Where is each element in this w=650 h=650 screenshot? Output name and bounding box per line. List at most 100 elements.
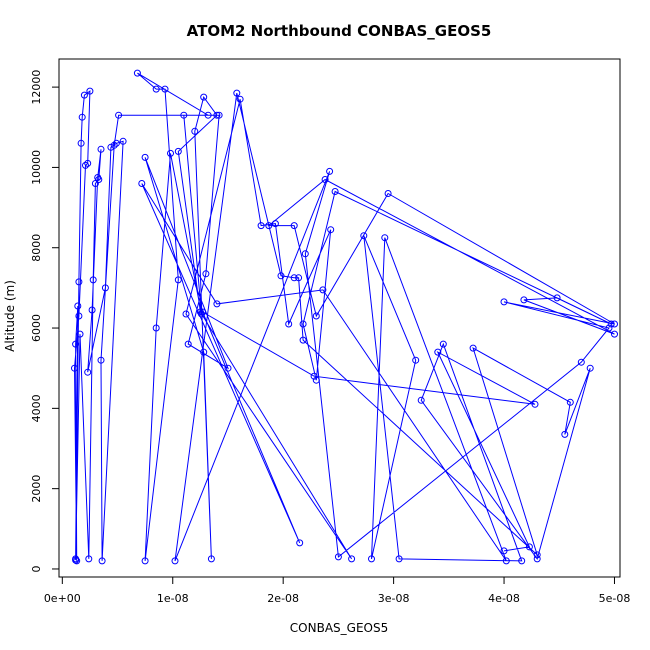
data-point: [141, 153, 149, 161]
data-point: [73, 557, 81, 565]
data-point: [520, 296, 528, 304]
data-point: [533, 555, 541, 563]
data-point: [191, 127, 199, 135]
data-point: [161, 85, 169, 93]
data-point: [199, 308, 207, 316]
data-point: [224, 364, 232, 372]
data-point: [97, 145, 105, 153]
data-point: [295, 274, 303, 282]
x-tick-label: 1e-08: [157, 592, 189, 605]
data-point: [586, 364, 594, 372]
data-point: [327, 226, 335, 234]
series-layer: [71, 69, 618, 565]
data-point: [285, 320, 293, 328]
chart-title: ATOM2 Northbound CONBAS_GEOS5: [187, 22, 492, 40]
data-point: [265, 222, 273, 230]
data-point: [301, 250, 309, 258]
data-point: [290, 274, 298, 282]
data-point: [611, 330, 618, 338]
y-axis: 0 2000 4000 6000 8000 10000 12000: [30, 70, 60, 572]
data-point: [531, 400, 539, 408]
data-point: [290, 222, 298, 230]
data-point: [72, 556, 80, 564]
data-point: [112, 139, 120, 147]
y-tick-label: 0: [30, 565, 43, 572]
data-point: [213, 300, 221, 308]
data-point: [417, 396, 425, 404]
data-point: [76, 330, 84, 338]
y-tick-label: 10000: [30, 150, 43, 185]
data-point: [213, 111, 221, 119]
data-point: [171, 557, 179, 565]
data-point: [182, 310, 190, 318]
data-point: [434, 348, 442, 356]
data-point: [233, 89, 241, 97]
data-point: [200, 93, 208, 101]
data-point: [71, 364, 78, 372]
data-point: [312, 312, 320, 320]
data-point: [348, 555, 356, 563]
data-point: [299, 336, 307, 344]
data-point: [207, 555, 215, 563]
data-point: [167, 149, 174, 157]
data-point: [138, 180, 146, 187]
data-point: [525, 543, 533, 551]
data-point: [395, 555, 403, 563]
x-tick-label: 4e-08: [488, 592, 520, 605]
data-point: [271, 220, 279, 228]
y-tick-label: 6000: [30, 314, 43, 342]
x-axis: 0e+00 1e-08 2e-08 3e-08 4e-08 5e-08: [44, 576, 631, 605]
data-point: [502, 557, 510, 565]
data-point: [174, 147, 182, 155]
data-point: [119, 137, 127, 145]
data-point: [368, 555, 375, 563]
data-point: [84, 159, 92, 167]
data-point: [82, 161, 89, 169]
data-point: [566, 398, 574, 406]
data-point: [174, 276, 182, 284]
data-point: [500, 298, 508, 306]
data-point: [577, 358, 585, 366]
data-point: [84, 368, 92, 376]
data-point: [469, 344, 477, 352]
data-point: [553, 294, 561, 302]
data-point: [277, 272, 285, 280]
data-point: [561, 430, 569, 438]
data-point: [605, 324, 613, 332]
data-point: [319, 286, 327, 294]
data-point: [152, 324, 160, 332]
x-tick-label: 0e+00: [44, 592, 81, 605]
data-point: [321, 176, 329, 183]
data-point: [607, 320, 615, 328]
data-point: [204, 111, 212, 119]
data-point: [236, 95, 244, 103]
data-point: [110, 141, 118, 149]
data-point: [75, 312, 83, 320]
y-tick-label: 2000: [30, 475, 43, 503]
data-point: [202, 270, 210, 278]
data-point: [89, 276, 97, 284]
data-point: [331, 188, 339, 195]
data-point: [85, 555, 93, 563]
data-point: [257, 222, 265, 230]
data-point: [381, 234, 389, 242]
y-axis-label: Altitude (m): [3, 280, 17, 352]
data-point: [200, 348, 208, 356]
x-tick-label: 5e-08: [599, 592, 631, 605]
data-point: [518, 557, 526, 565]
data-point: [98, 557, 106, 565]
data-point: [133, 69, 141, 77]
data-point: [184, 340, 192, 348]
y-tick-label: 8000: [30, 234, 43, 262]
data-point: [101, 284, 109, 292]
x-tick-label: 2e-08: [267, 592, 299, 605]
data-point: [334, 553, 342, 561]
data-point: [152, 85, 160, 93]
data-point: [439, 340, 447, 348]
data-point: [94, 174, 102, 181]
data-point: [88, 306, 96, 314]
data-point: [215, 111, 223, 119]
y-tick-label: 4000: [30, 394, 43, 422]
data-point: [74, 302, 82, 310]
